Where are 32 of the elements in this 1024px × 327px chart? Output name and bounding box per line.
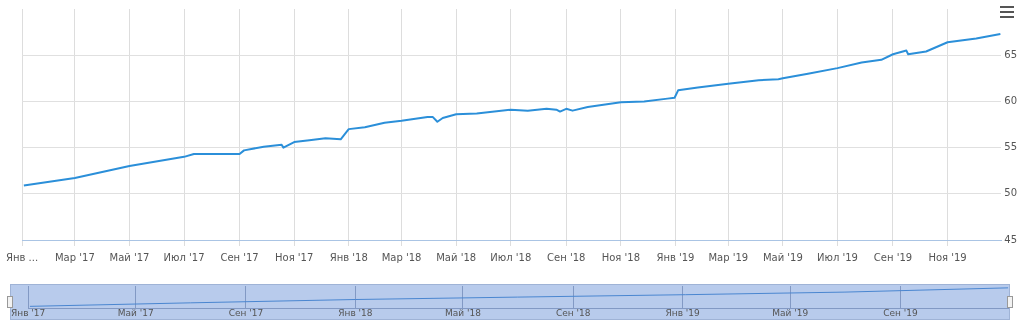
x-tick-label: Янв '19: [665, 307, 701, 318]
x-tick-label: Мар '17: [54, 251, 95, 263]
x-tick-label: Июл '19: [817, 251, 858, 263]
x-tick-label: Мар '19: [708, 251, 749, 263]
x-tick-label: Сен '19: [873, 251, 913, 263]
x-tick-label: Сен '18: [547, 251, 586, 263]
x-tick-label: Май '17: [109, 251, 150, 263]
y-tick-label: 60: [1004, 94, 1018, 106]
x-tick-label: Янв '18: [329, 251, 368, 263]
x-tick-label: Янв '19: [656, 251, 695, 263]
x-tick-label: Июл '17: [163, 251, 205, 263]
x-tick-label: Сен '17: [228, 307, 264, 318]
x-tick-label: Июл '18: [490, 251, 532, 263]
x-tick-label: Май '18: [436, 251, 477, 263]
x-tick-label: Янв '18: [338, 307, 373, 318]
x-tick-label: Сен '18: [556, 307, 591, 318]
x-tick-label: Ноя '18: [601, 251, 641, 263]
x-tick-label: Ноя '17: [275, 251, 314, 263]
y-tick-label: 55: [1004, 141, 1018, 153]
x-tick-label: Май '19: [762, 251, 803, 263]
y-tick-label: 45: [1004, 233, 1018, 245]
x-tick-label: Май '18: [445, 307, 482, 318]
x-tick-label: Ноя '19: [928, 251, 967, 263]
x-tick-label: Сен '19: [883, 307, 919, 318]
x-tick-label: Янв '17: [11, 307, 46, 318]
x-tick-label: Янв ...: [5, 251, 39, 263]
x-tick-label: Мар '18: [381, 251, 422, 263]
y-tick-label: 50: [1004, 187, 1018, 199]
y-tick-label: 65: [1004, 48, 1018, 60]
x-tick-label: Май '17: [117, 307, 154, 318]
x-tick-label: Сен '17: [220, 251, 259, 263]
x-tick-label: Май '19: [772, 307, 809, 318]
